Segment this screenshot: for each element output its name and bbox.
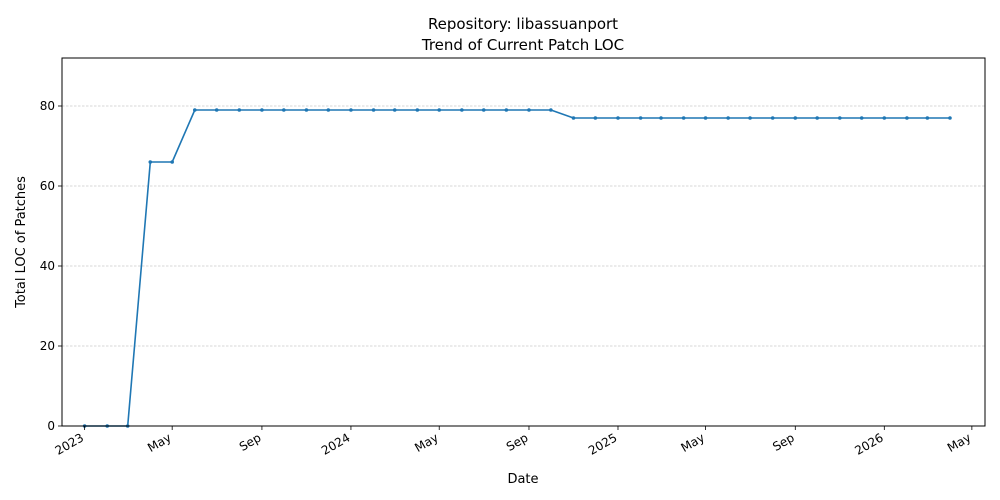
data-point	[260, 108, 264, 112]
chart-title-line1: Repository: libassuanport	[428, 15, 618, 33]
data-markers	[82, 108, 952, 428]
data-point	[838, 116, 842, 120]
data-point	[504, 108, 509, 112]
y-tick-label: 20	[40, 339, 55, 353]
data-point	[170, 160, 174, 164]
x-tick-label: Sep	[237, 430, 264, 453]
series-line-group	[84, 109, 950, 427]
data-point	[681, 116, 686, 120]
data-point	[237, 108, 242, 112]
data-point	[925, 116, 930, 120]
x-tick-label: Sep	[504, 430, 531, 453]
data-point	[304, 108, 309, 112]
plot-frame	[61, 57, 986, 427]
data-point	[571, 116, 576, 120]
x-tick-label: May	[412, 430, 440, 455]
x-tick-label: 2023	[53, 430, 86, 457]
data-point	[192, 108, 197, 112]
x-tick-label: 2026	[852, 430, 885, 457]
data-point	[793, 116, 798, 120]
x-tick-label: May	[145, 430, 173, 455]
data-point	[527, 108, 531, 112]
x-tick-label: Sep	[770, 430, 797, 453]
data-point	[882, 116, 887, 120]
data-point	[859, 116, 864, 120]
data-point	[815, 116, 819, 120]
data-point	[148, 160, 153, 164]
x-tick-label: May	[679, 430, 707, 455]
data-point	[371, 108, 376, 112]
data-point	[282, 108, 286, 112]
x-tick-label: 2025	[586, 430, 619, 457]
data-point	[948, 116, 952, 120]
y-tick-label: 0	[47, 419, 55, 433]
y-tick-label: 40	[40, 259, 55, 273]
data-point	[214, 108, 219, 112]
data-point	[748, 116, 752, 120]
y-axis-label: Total LOC of Patches	[14, 176, 29, 309]
data-point	[349, 108, 353, 112]
x-axis-label: Date	[507, 472, 538, 487]
gridlines	[62, 105, 985, 347]
y-tick-label: 60	[40, 179, 55, 193]
x-tick-label: May	[945, 430, 973, 455]
axis-ticks: 0 20 40 60 80 2023 May Sep 2024 May Sep 2025 May Sep 2…	[40, 99, 974, 458]
data-point	[905, 116, 909, 120]
data-point	[437, 108, 442, 112]
data-point	[460, 108, 464, 112]
chart-title-line2: Trend of Current Patch LOC	[421, 36, 624, 54]
data-point	[726, 116, 730, 120]
data-point	[616, 116, 620, 120]
y-tick-label: 80	[40, 99, 55, 113]
data-point	[770, 116, 775, 120]
data-point	[326, 108, 331, 112]
series-line	[84, 109, 950, 427]
data-point	[659, 116, 663, 120]
data-point	[638, 116, 643, 120]
data-point	[703, 116, 708, 120]
x-tick-label: 2024	[319, 430, 352, 457]
data-point	[549, 108, 553, 112]
data-point	[415, 108, 420, 112]
data-point	[593, 116, 598, 120]
data-point	[392, 108, 397, 112]
data-point	[481, 108, 486, 112]
